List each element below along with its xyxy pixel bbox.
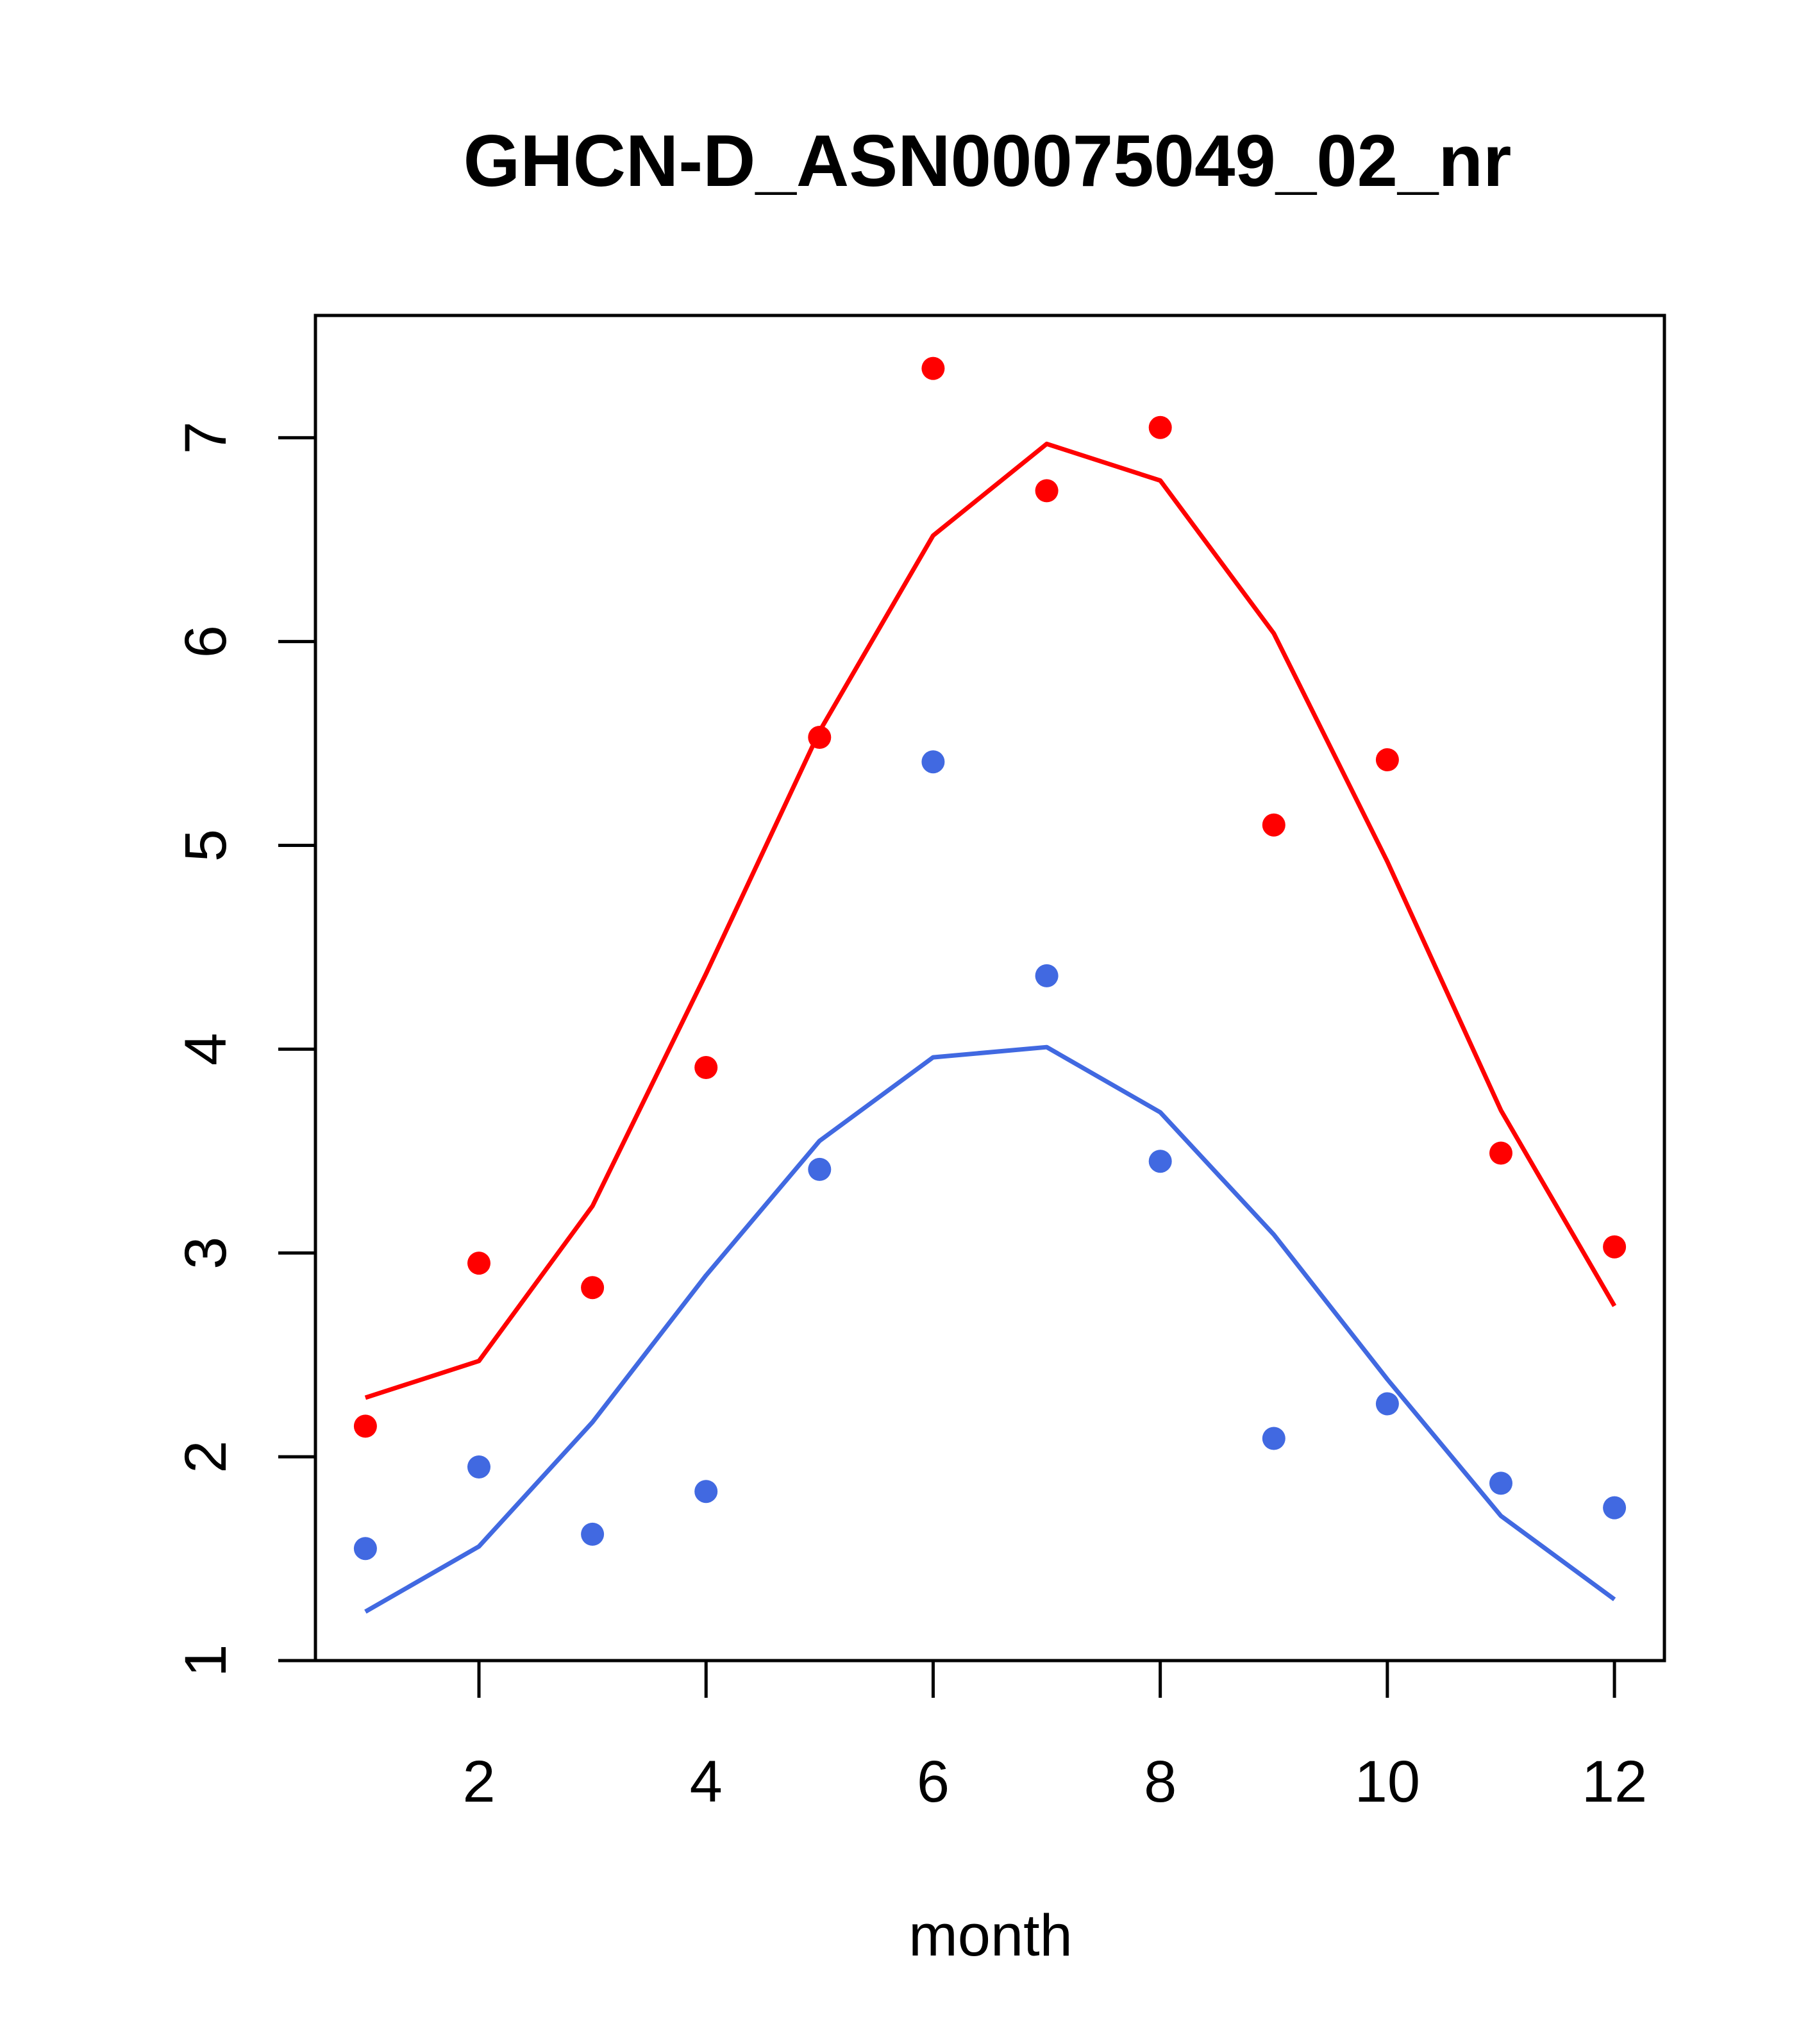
x-tick-label: 4 [690,1749,723,1814]
data-point [808,1157,832,1181]
data-point [1035,479,1059,503]
x-tick-label: 10 [1355,1749,1420,1814]
data-point [467,1252,490,1275]
data-point [1262,1427,1285,1450]
x-axis-label: month [908,1903,1073,1968]
data-point [808,726,832,749]
chart-title: GHCN-D_ASN00075049_02_nr [464,121,1512,202]
y-axis: 1 2 3 4 5 6 7 [173,421,317,1677]
series-line [364,1044,1616,1614]
y-tick-label: 4 [173,1033,239,1066]
series-line [364,441,1617,1400]
data-point [1489,1141,1512,1165]
data-point [353,1414,377,1438]
x-tick-label: 2 [462,1749,495,1814]
data-point [1603,1496,1627,1520]
data-point [1375,748,1399,771]
data-point [1148,415,1172,439]
x-tick-label: 8 [1144,1749,1176,1814]
y-tick-label: 3 [173,1237,239,1269]
data-point [1035,964,1059,987]
data-point [1262,813,1285,837]
data-point [1489,1471,1512,1495]
data-point [921,356,945,380]
data-point [921,750,945,774]
data-point [1148,1150,1172,1173]
data-point [467,1455,490,1479]
plot-frame [314,314,1666,1663]
series-lines [364,441,1617,1614]
data-point [1375,1392,1399,1416]
data-point [581,1276,605,1300]
data-point [694,1056,718,1079]
x-tick-label: 6 [917,1749,950,1814]
y-tick-label: 1 [173,1644,239,1677]
y-tick-label: 2 [173,1441,239,1473]
series-points [353,356,1627,1561]
y-tick-label: 5 [173,829,239,862]
data-point [694,1480,718,1504]
y-tick-label: 7 [173,421,239,454]
data-point [1603,1235,1627,1259]
data-point [581,1522,605,1546]
data-point [353,1537,377,1561]
y-tick-label: 6 [173,625,239,658]
x-tick-label: 12 [1582,1749,1647,1814]
x-axis: 2 4 6 8 10 12 [462,1659,1647,1814]
